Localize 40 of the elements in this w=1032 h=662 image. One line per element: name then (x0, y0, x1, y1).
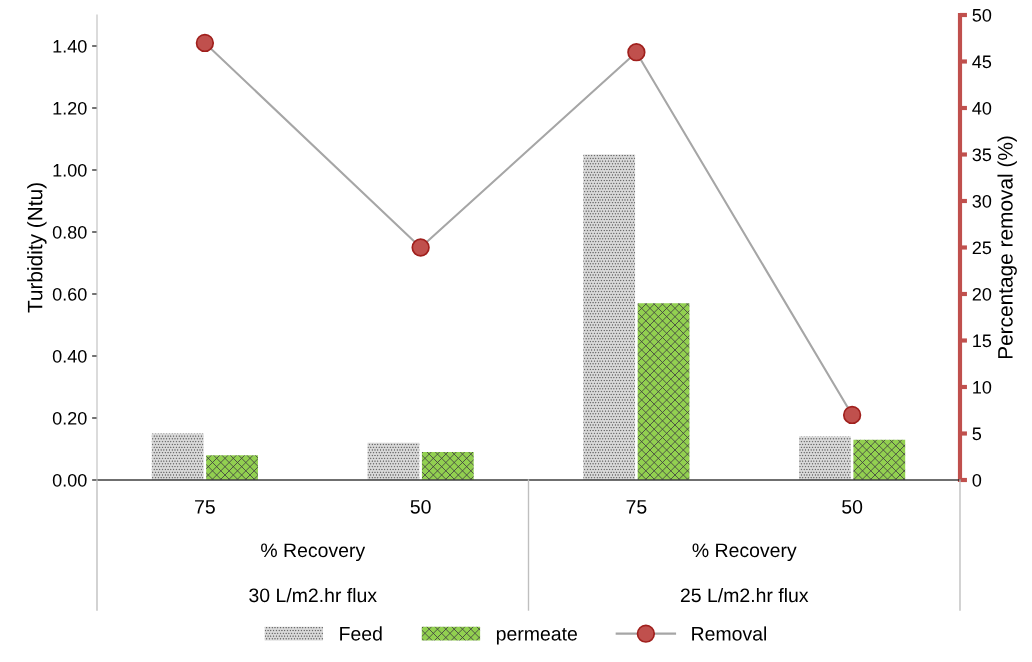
text: % Recovery (692, 543, 797, 562)
y2-tick-label: 5 (972, 427, 982, 441)
y2-tick-label: 15 (973, 334, 992, 348)
legend-label: Feed (340, 626, 382, 641)
bar (583, 154, 636, 480)
y-tick-label: 0.80 (52, 225, 87, 239)
y-tick-label: 1.40 (53, 39, 87, 53)
y2-tick-label: 25 (972, 241, 992, 255)
y-tick-label: 1.20 (53, 101, 87, 115)
y2-tick-label: 30 (972, 194, 992, 208)
y2-tick-label: 40 (972, 101, 992, 115)
y-tick-label: 0.20 (52, 411, 87, 425)
x-tick-label: 50 (410, 499, 431, 514)
bar (367, 442, 420, 480)
x-tick-label: 75 (626, 500, 647, 514)
bar (853, 439, 906, 480)
text: % Recovery (261, 543, 366, 562)
legend-label: permeate (496, 627, 577, 645)
bar (151, 433, 204, 480)
bar (421, 452, 474, 480)
y-tick-label: 0.60 (52, 287, 87, 301)
y2-tick-label: 20 (972, 287, 992, 301)
y2-tick-label: 45 (972, 55, 992, 69)
y2-tick-label: 50 (972, 8, 992, 22)
y-tick-label: 0.00 (52, 473, 87, 487)
y-tick-label: 1.00 (53, 163, 87, 177)
x-tick-label: 50 (842, 499, 863, 514)
y-axis-title: Turbidity (Ntu) (27, 183, 47, 313)
text: 25 L/m2.hr flux (680, 587, 809, 603)
y2-tick-label: 35 (972, 148, 992, 162)
y-tick-label: 0.40 (52, 349, 87, 363)
x-tick-label: 75 (195, 500, 215, 514)
y2-tick-label: 0 (972, 473, 982, 487)
legend-label: Removal (692, 626, 767, 641)
text: 30 L/m2.hr flux (249, 587, 377, 603)
bar (799, 436, 851, 480)
y2-tick-label: 10 (973, 380, 992, 394)
bar (637, 303, 690, 480)
y2-axis-title: Percentage removal (%) (997, 136, 1017, 359)
bar (206, 455, 258, 480)
